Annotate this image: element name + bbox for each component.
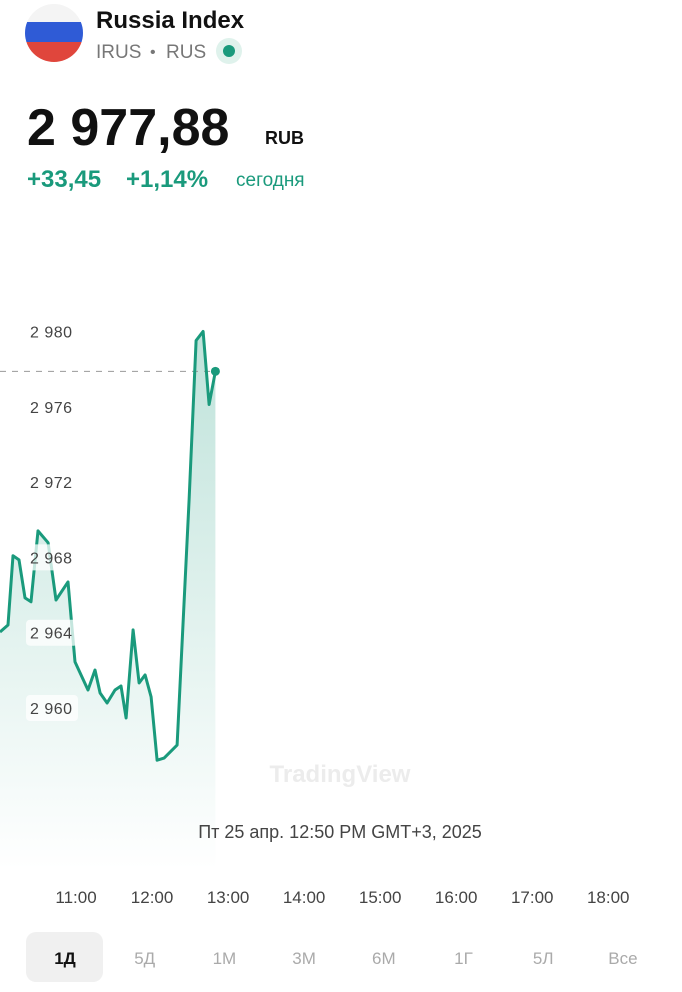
y-tick-label: 2 964 bbox=[30, 626, 73, 643]
watermark: TradingView bbox=[270, 761, 411, 788]
last-point bbox=[210, 366, 220, 376]
y-tick-bg bbox=[26, 318, 78, 345]
change-percent: +1,14% bbox=[126, 166, 208, 193]
y-tick-bg bbox=[26, 695, 78, 722]
area bbox=[0, 331, 216, 870]
y-tick-label: 2 980 bbox=[30, 324, 73, 341]
period-button[interactable]: 1Д bbox=[54, 949, 76, 968]
period-button[interactable]: 5Л bbox=[533, 949, 554, 968]
y-tick-label: 2 976 bbox=[30, 400, 73, 417]
period-button[interactable]: 1Г bbox=[454, 949, 473, 968]
title: Russia Index bbox=[96, 7, 245, 34]
y-tick-label: 2 972 bbox=[30, 475, 73, 492]
y-tick-label: 2 968 bbox=[30, 550, 73, 567]
x-tick-label: 15:00 bbox=[359, 888, 402, 907]
x-tick-label: 13:00 bbox=[207, 888, 250, 907]
exchange: RUS bbox=[166, 42, 206, 63]
crosshair-label: Пт 25 апр. 12:50 PM GMT+3, 2025 bbox=[198, 822, 482, 842]
period-button[interactable]: 3М bbox=[292, 949, 316, 968]
period-button[interactable]: 1М bbox=[213, 949, 237, 968]
price-line bbox=[0, 329, 217, 762]
y-tick-bg bbox=[26, 469, 78, 496]
x-tick-label: 14:00 bbox=[283, 888, 326, 907]
x-tick-label: 11:00 bbox=[55, 888, 96, 907]
price: 2 977,88 bbox=[27, 99, 229, 157]
separator: • bbox=[150, 44, 156, 61]
ticker: IRUS bbox=[96, 42, 141, 63]
x-tick-label: 18:00 bbox=[587, 888, 630, 907]
change-absolute: +33,45 bbox=[27, 166, 101, 193]
status-dot bbox=[223, 45, 235, 57]
change-period: сегодня bbox=[236, 170, 305, 191]
y-tick-bg bbox=[26, 393, 78, 420]
x-tick-label: 16:00 bbox=[435, 888, 478, 907]
x-tick-label: 12:00 bbox=[131, 888, 174, 907]
period-button[interactable]: Все bbox=[608, 949, 637, 968]
period-button[interactable]: 6М bbox=[372, 949, 396, 968]
flag-icon bbox=[25, 4, 83, 62]
selected-period-bg bbox=[26, 932, 103, 982]
y-tick-bg bbox=[26, 619, 78, 646]
x-tick-label: 17:00 bbox=[511, 888, 554, 907]
currency: RUB bbox=[265, 128, 304, 148]
y-tick-bg bbox=[26, 544, 78, 571]
period-button[interactable]: 5Д bbox=[134, 949, 155, 968]
y-tick-label: 2 960 bbox=[30, 701, 73, 718]
